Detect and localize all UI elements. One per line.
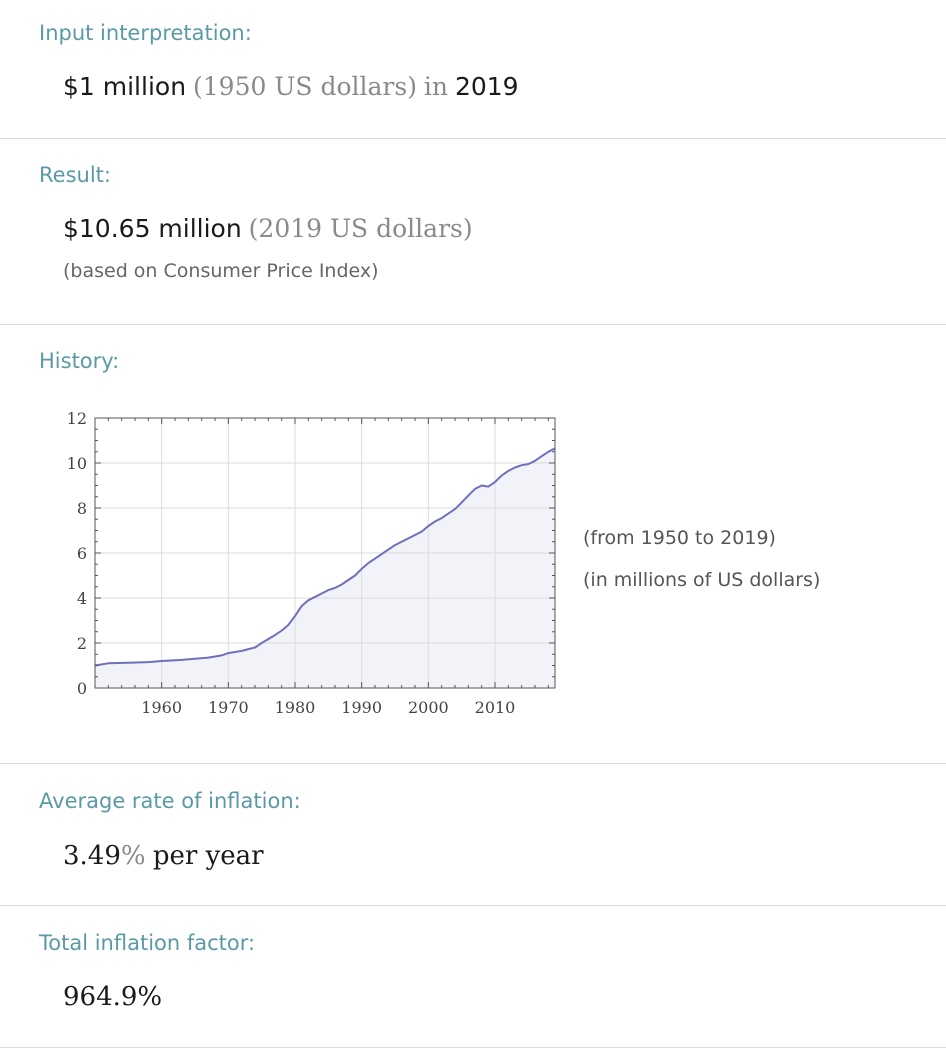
y-tick-label: 8	[77, 499, 87, 518]
total-inflation-value: 964.9%	[63, 982, 163, 1012]
average-rate-pod: Average rate of inflation: 3.49% per yea…	[0, 764, 946, 906]
x-tick-label: 1980	[275, 698, 316, 717]
x-tick-label: 1990	[341, 698, 382, 717]
input-interpretation-title: Input interpretation:	[39, 21, 252, 45]
y-tick-label: 12	[67, 409, 87, 428]
series-line	[94, 447, 556, 667]
history-pod: History: 1960 1970 1980 1990 2000 2010 0 2 4 6 8 10…	[0, 325, 946, 764]
input-year: 2019	[454, 72, 519, 101]
input-interpretation-pod: Input interpretation: $1 million (1950 U…	[0, 0, 946, 139]
history-title: History:	[39, 349, 120, 373]
result-amount: $10.65 million	[63, 214, 242, 243]
history-range-note: (from 1950 to 2019)	[583, 527, 776, 549]
total-inflation-pod: Total inflation factor: 964.9%	[0, 906, 946, 1048]
result-pod: Result: $10.65 million (2019 US dollars)…	[0, 139, 946, 325]
y-tick-label: 10	[67, 454, 87, 473]
average-rate-percent: %	[120, 841, 146, 871]
result-line: $10.65 million (2019 US dollars)	[63, 214, 473, 244]
input-connector: in	[423, 72, 449, 101]
result-note: (based on Consumer Price Index)	[63, 260, 379, 282]
total-inflation-title: Total inflation factor:	[39, 931, 256, 955]
input-amount: $1 million	[63, 72, 187, 101]
y-tick-label: 4	[77, 589, 87, 608]
average-rate-line: 3.49% per year	[63, 840, 264, 871]
history-unit-note: (in millions of US dollars)	[583, 569, 821, 591]
average-rate-title: Average rate of inflation:	[39, 789, 301, 813]
y-tick-label: 2	[77, 634, 87, 653]
history-chart: 1960 1970 1980 1990 2000 2010 0 2 4 6 8 10 12	[67, 409, 556, 717]
average-rate-value: 3.49	[63, 841, 121, 871]
x-tick-label: 2000	[408, 698, 449, 717]
series-area	[95, 448, 555, 688]
input-interpretation-line: $1 million (1950 US dollars) in 2019	[63, 72, 519, 102]
y-tick-label: 0	[77, 679, 87, 698]
average-rate-suffix: per year	[152, 841, 264, 871]
result-title: Result:	[39, 163, 111, 187]
y-tick-label: 6	[77, 544, 87, 563]
input-unit: (1950 US dollars)	[193, 72, 417, 101]
x-tick-label: 1960	[141, 698, 182, 717]
x-tick-label: 2010	[475, 698, 516, 717]
result-unit: (2019 US dollars)	[248, 214, 473, 243]
x-tick-label: 1970	[208, 698, 249, 717]
